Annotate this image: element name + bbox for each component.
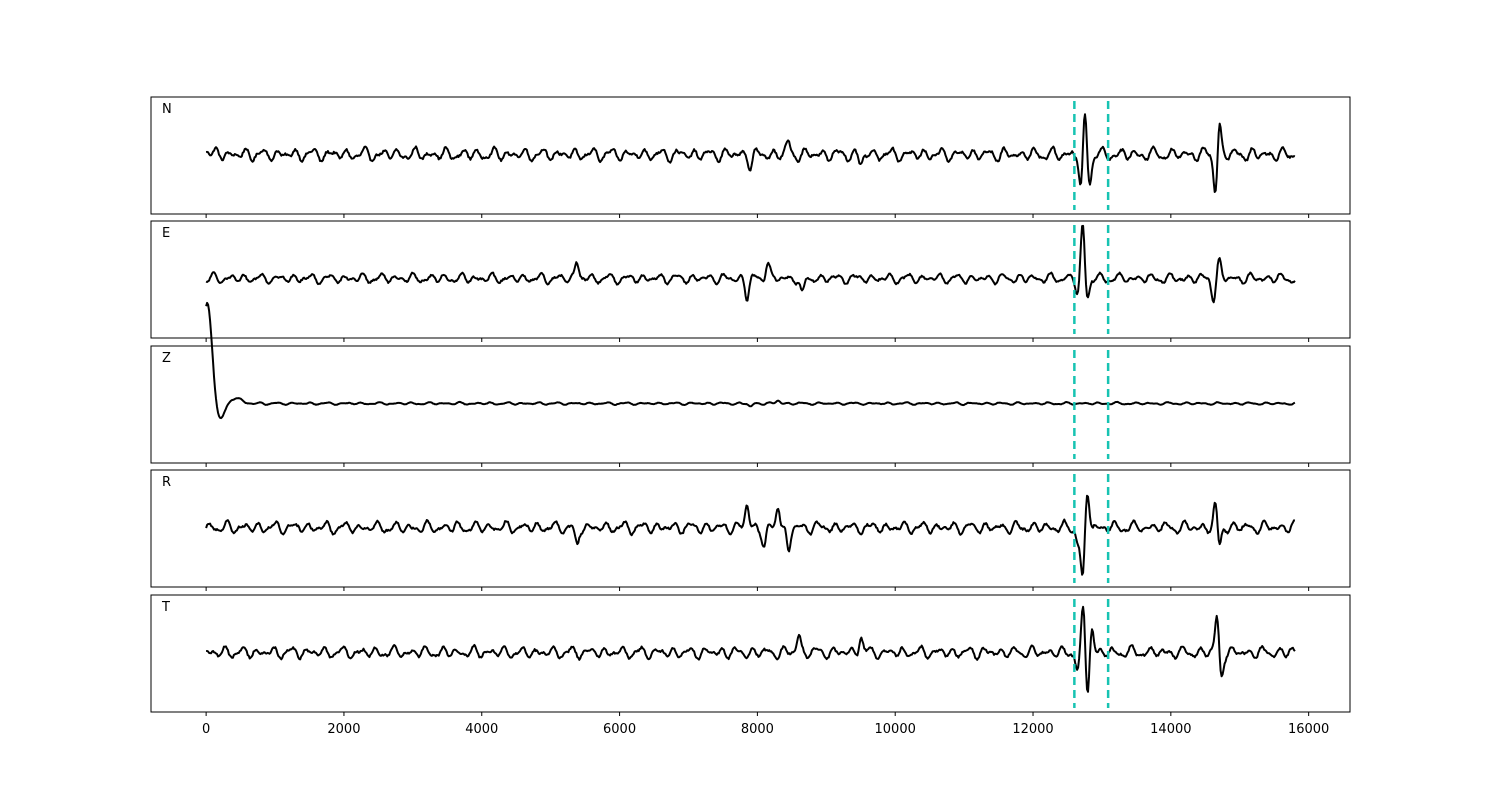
trace-n [205,113,1296,193]
trace-r [205,494,1296,576]
panel-frame-t [150,594,1351,713]
panel-label-r: R [162,475,171,490]
x-tick-label: 4000 [465,722,498,737]
x-tick-label: 0 [202,722,210,737]
trace-z [205,301,1296,420]
panel-label-t: T [161,600,170,615]
panel-frame-n [150,96,1351,215]
x-tick-label: 12000 [1012,722,1053,737]
panel-label-e: E [162,226,170,241]
x-tick-label: 6000 [603,722,636,737]
panel-frame-z [150,345,1351,464]
panel-frame-e [150,220,1351,339]
x-tick-label: 2000 [327,722,360,737]
panel-z: Z [150,301,1351,467]
x-tick-label: 10000 [875,722,916,737]
x-tick-label: 14000 [1150,722,1191,737]
x-tick-label: 8000 [741,722,774,737]
trace-t [206,605,1296,693]
panel-label-n: N [162,102,172,117]
panel-frame-r [150,469,1351,588]
trace-e [205,224,1296,304]
x-tick-label: 16000 [1288,722,1329,737]
panel-label-z: Z [162,351,171,366]
x-axis: 0 2000 4000 6000 8000 10000 12000 14000 16000 [202,722,1329,737]
panel-r: R [150,469,1351,591]
panels: N E Z R T [150,96,1351,716]
panel-n: N [150,96,1351,218]
panel-t: T [150,594,1351,716]
panel-e: E [150,220,1351,342]
